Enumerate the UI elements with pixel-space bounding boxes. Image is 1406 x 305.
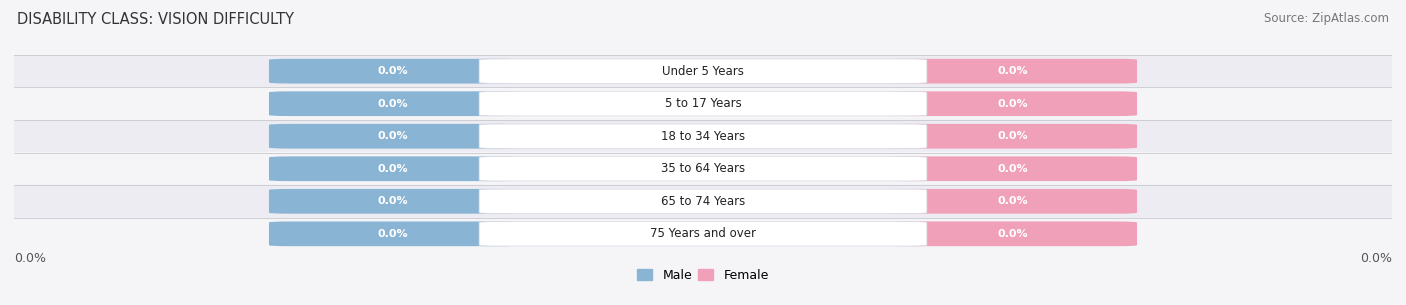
FancyBboxPatch shape bbox=[479, 59, 927, 83]
Legend: Male, Female: Male, Female bbox=[633, 264, 773, 287]
Text: Under 5 Years: Under 5 Years bbox=[662, 65, 744, 78]
Bar bbox=[14, 217, 1392, 250]
Text: 0.0%: 0.0% bbox=[998, 66, 1028, 76]
FancyBboxPatch shape bbox=[269, 91, 517, 116]
Text: 0.0%: 0.0% bbox=[378, 196, 408, 206]
Text: 0.0%: 0.0% bbox=[378, 229, 408, 239]
Text: 35 to 64 Years: 35 to 64 Years bbox=[661, 162, 745, 175]
Text: 65 to 74 Years: 65 to 74 Years bbox=[661, 195, 745, 208]
Text: 0.0%: 0.0% bbox=[378, 99, 408, 109]
FancyBboxPatch shape bbox=[479, 222, 927, 246]
Text: 0.0%: 0.0% bbox=[378, 66, 408, 76]
Text: 0.0%: 0.0% bbox=[998, 229, 1028, 239]
Text: 0.0%: 0.0% bbox=[378, 164, 408, 174]
Bar bbox=[14, 152, 1392, 185]
Text: 75 Years and over: 75 Years and over bbox=[650, 227, 756, 240]
FancyBboxPatch shape bbox=[889, 59, 1137, 84]
Text: DISABILITY CLASS: VISION DIFFICULTY: DISABILITY CLASS: VISION DIFFICULTY bbox=[17, 12, 294, 27]
Text: 18 to 34 Years: 18 to 34 Years bbox=[661, 130, 745, 143]
FancyBboxPatch shape bbox=[479, 124, 927, 149]
Bar bbox=[14, 185, 1392, 217]
Text: 0.0%: 0.0% bbox=[998, 196, 1028, 206]
FancyBboxPatch shape bbox=[479, 189, 927, 213]
FancyBboxPatch shape bbox=[889, 124, 1137, 149]
FancyBboxPatch shape bbox=[889, 91, 1137, 116]
Text: 0.0%: 0.0% bbox=[998, 99, 1028, 109]
Text: 5 to 17 Years: 5 to 17 Years bbox=[665, 97, 741, 110]
Text: 0.0%: 0.0% bbox=[14, 252, 46, 265]
Text: Source: ZipAtlas.com: Source: ZipAtlas.com bbox=[1264, 12, 1389, 25]
Bar bbox=[14, 55, 1392, 88]
FancyBboxPatch shape bbox=[889, 156, 1137, 181]
Text: 0.0%: 0.0% bbox=[998, 164, 1028, 174]
FancyBboxPatch shape bbox=[479, 92, 927, 116]
FancyBboxPatch shape bbox=[269, 59, 517, 84]
Text: 0.0%: 0.0% bbox=[1360, 252, 1392, 265]
FancyBboxPatch shape bbox=[269, 189, 517, 214]
Text: 0.0%: 0.0% bbox=[378, 131, 408, 141]
Text: 0.0%: 0.0% bbox=[998, 131, 1028, 141]
FancyBboxPatch shape bbox=[269, 221, 517, 246]
Bar bbox=[14, 120, 1392, 152]
FancyBboxPatch shape bbox=[889, 189, 1137, 214]
FancyBboxPatch shape bbox=[479, 156, 927, 181]
Bar bbox=[14, 88, 1392, 120]
FancyBboxPatch shape bbox=[889, 221, 1137, 246]
FancyBboxPatch shape bbox=[269, 156, 517, 181]
FancyBboxPatch shape bbox=[269, 124, 517, 149]
